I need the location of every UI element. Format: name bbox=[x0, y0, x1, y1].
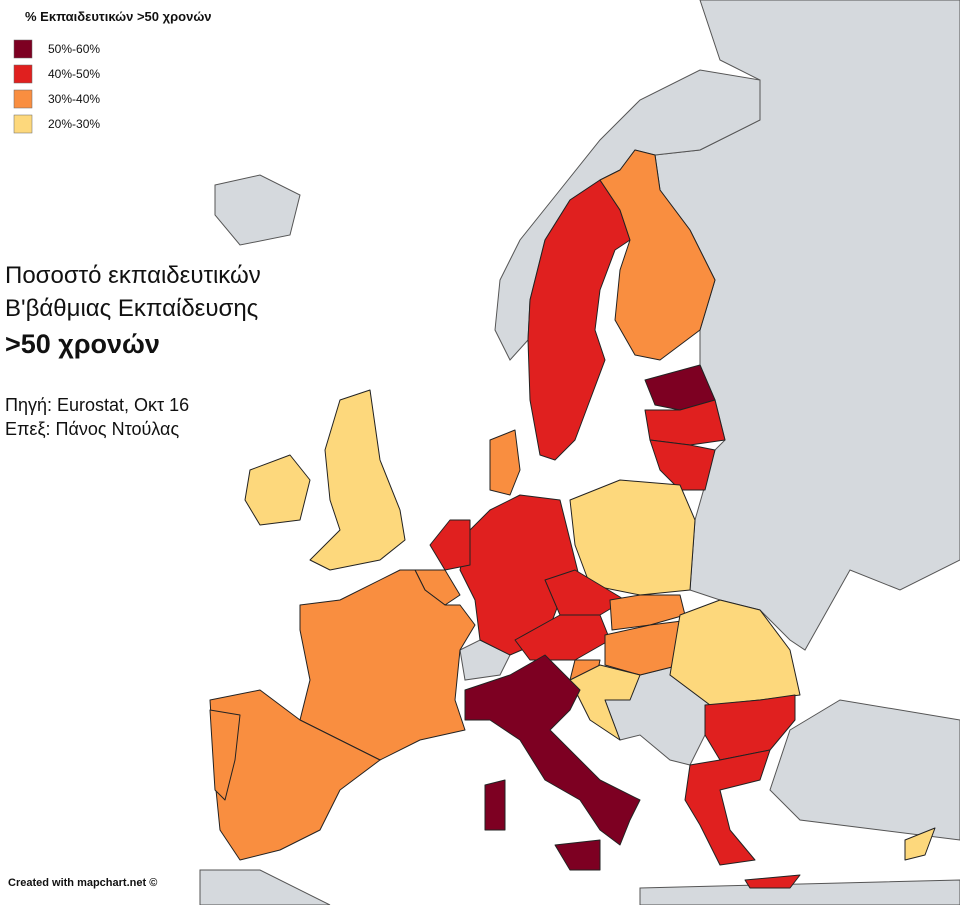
country bbox=[904, 827, 936, 861]
country bbox=[649, 439, 716, 491]
land bbox=[639, 879, 960, 905]
country bbox=[599, 149, 716, 361]
land bbox=[769, 699, 960, 841]
non-member-land bbox=[199, 0, 960, 905]
country bbox=[684, 749, 771, 866]
land bbox=[459, 639, 511, 681]
country bbox=[489, 429, 521, 496]
country bbox=[569, 479, 696, 596]
legend-swatch bbox=[13, 114, 33, 134]
legend: % Εκπαιδευτικών >50 χρονών 50%-60% 40%-50… bbox=[13, 9, 212, 134]
country bbox=[244, 454, 311, 526]
country bbox=[527, 179, 631, 461]
legend-swatch bbox=[13, 39, 33, 59]
country bbox=[554, 839, 601, 871]
land bbox=[214, 174, 301, 246]
country bbox=[299, 569, 476, 761]
heading-line: Ποσοστό εκπαιδευτικών bbox=[5, 262, 261, 289]
countries bbox=[209, 149, 936, 889]
country bbox=[484, 779, 506, 831]
legend-swatch bbox=[13, 89, 33, 109]
country bbox=[209, 689, 381, 861]
country bbox=[209, 709, 241, 801]
country bbox=[669, 599, 801, 706]
legend-label: 30%-40% bbox=[48, 92, 100, 106]
heading-line: >50 χρονών bbox=[5, 329, 160, 359]
legend-swatch bbox=[13, 64, 33, 84]
land bbox=[199, 869, 331, 905]
footer: Created with mapchart.net © bbox=[8, 877, 157, 889]
country bbox=[704, 694, 796, 761]
country bbox=[429, 519, 471, 571]
legend-label: 40%-50% bbox=[48, 67, 100, 81]
country bbox=[569, 664, 641, 741]
country bbox=[464, 654, 641, 846]
source-line: Επεξ: Πάνος Ντούλας bbox=[5, 419, 179, 439]
country bbox=[309, 389, 406, 571]
heading-line: Β'βάθμιας Εκπαίδευσης bbox=[5, 295, 258, 322]
legend-title: % Εκπαιδευτικών >50 χρονών bbox=[25, 9, 212, 24]
country bbox=[744, 874, 801, 889]
legend-label: 50%-60% bbox=[48, 42, 100, 56]
source-line: Πηγή: Eurostat, Οκτ 16 bbox=[5, 395, 189, 415]
legend-label: 20%-30% bbox=[48, 117, 100, 131]
